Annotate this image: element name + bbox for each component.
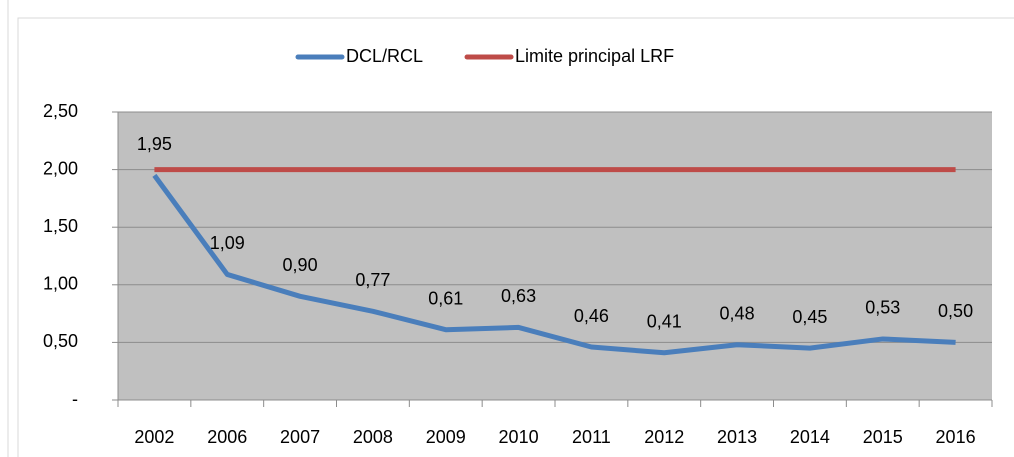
data-label: 1,95 <box>137 134 172 154</box>
x-tick-label: 2009 <box>426 427 466 447</box>
x-tick-label: 2012 <box>644 427 684 447</box>
data-label: 0,50 <box>938 301 973 321</box>
y-tick-label: - <box>72 389 78 409</box>
x-tick-label: 2008 <box>353 427 393 447</box>
data-label: 0,48 <box>720 303 755 323</box>
x-tick-label: 2015 <box>863 427 903 447</box>
data-label: 0,41 <box>647 312 682 332</box>
x-tick-label: 2007 <box>280 427 320 447</box>
data-label: 0,63 <box>501 286 536 306</box>
data-label: 0,46 <box>574 306 609 326</box>
x-tick-label: 2016 <box>936 427 976 447</box>
x-tick-label: 2006 <box>207 427 247 447</box>
plot-area <box>118 112 992 400</box>
data-label: 0,53 <box>865 298 900 318</box>
x-tick-label: 2011 <box>572 427 611 447</box>
x-tick-label: 2002 <box>134 427 174 447</box>
x-tick-label: 2013 <box>717 427 757 447</box>
y-tick-label: 1,00 <box>43 274 78 294</box>
data-label: 0,61 <box>428 288 463 308</box>
y-tick-label: 2,50 <box>43 101 78 121</box>
data-label: 0,77 <box>355 270 390 290</box>
legend-label: Limite principal LRF <box>515 46 674 66</box>
y-tick-label: 2,00 <box>43 158 78 178</box>
data-label: 0,45 <box>792 307 827 327</box>
data-label: 0,90 <box>283 255 318 275</box>
series-line <box>152 173 956 356</box>
data-label: 1,09 <box>210 233 245 253</box>
legend-label: DCL/RCL <box>346 46 423 66</box>
x-tick-label: 2014 <box>790 427 830 447</box>
y-tick-label: 0,50 <box>43 331 78 351</box>
x-tick-label: 2010 <box>499 427 539 447</box>
y-tick-label: 1,50 <box>43 216 78 236</box>
